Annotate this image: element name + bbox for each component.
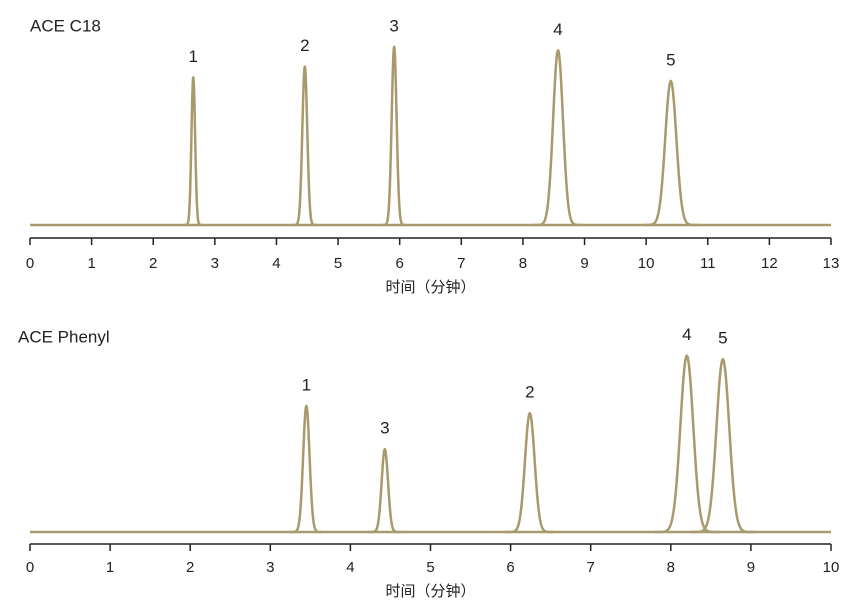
peak — [183, 76, 204, 227]
x-tick-label: 5 — [334, 255, 342, 272]
chart-title: ACE C18 — [30, 16, 101, 35]
x-tick-label: 9 — [747, 559, 755, 576]
peak-label: 4 — [682, 325, 691, 344]
x-tick-label: 13 — [823, 255, 840, 272]
peak — [654, 354, 720, 534]
peak — [367, 447, 402, 534]
peak — [532, 49, 584, 227]
x-tick-label: 2 — [186, 559, 194, 576]
peak — [505, 411, 555, 534]
peak-label: 3 — [389, 16, 398, 35]
peak — [291, 65, 319, 227]
x-tick-label: 1 — [106, 559, 114, 576]
chart-title: ACE Phenyl — [18, 327, 110, 346]
peak-label: 5 — [666, 50, 675, 69]
x-tick-label: 7 — [587, 559, 595, 576]
peak-label: 2 — [300, 36, 309, 55]
peak-label: 5 — [718, 329, 727, 348]
x-axis-label: 时间（分钟） — [385, 583, 475, 600]
x-tick-label: 3 — [266, 559, 274, 576]
x-tick-label: 4 — [272, 255, 280, 272]
peak — [380, 45, 408, 227]
peak-label: 4 — [553, 20, 562, 39]
x-tick-label: 12 — [761, 255, 778, 272]
x-axis-label: 时间（分钟） — [385, 279, 475, 296]
x-tick-label: 2 — [149, 255, 157, 272]
peak-label: 1 — [302, 375, 311, 394]
peak-label: 2 — [525, 383, 534, 402]
peak-label: 3 — [380, 419, 389, 438]
peak — [289, 404, 324, 534]
x-tick-label: 11 — [700, 255, 716, 272]
x-tick-label: 3 — [211, 255, 219, 272]
x-tick-label: 10 — [823, 559, 840, 576]
x-tick-label: 8 — [519, 255, 527, 272]
x-tick-label: 4 — [346, 559, 354, 576]
x-tick-label: 8 — [667, 559, 675, 576]
x-tick-label: 1 — [87, 255, 95, 272]
x-tick-label: 0 — [26, 255, 34, 272]
peak — [642, 79, 700, 227]
x-tick-label: 6 — [506, 559, 514, 576]
x-tick-label: 7 — [457, 255, 465, 272]
x-tick-label: 9 — [580, 255, 588, 272]
x-tick-label: 0 — [26, 559, 34, 576]
x-tick-label: 5 — [426, 559, 434, 576]
peak-label: 1 — [189, 47, 198, 66]
x-tick-label: 6 — [396, 255, 404, 272]
peak — [690, 357, 756, 534]
x-tick-label: 10 — [638, 255, 655, 272]
